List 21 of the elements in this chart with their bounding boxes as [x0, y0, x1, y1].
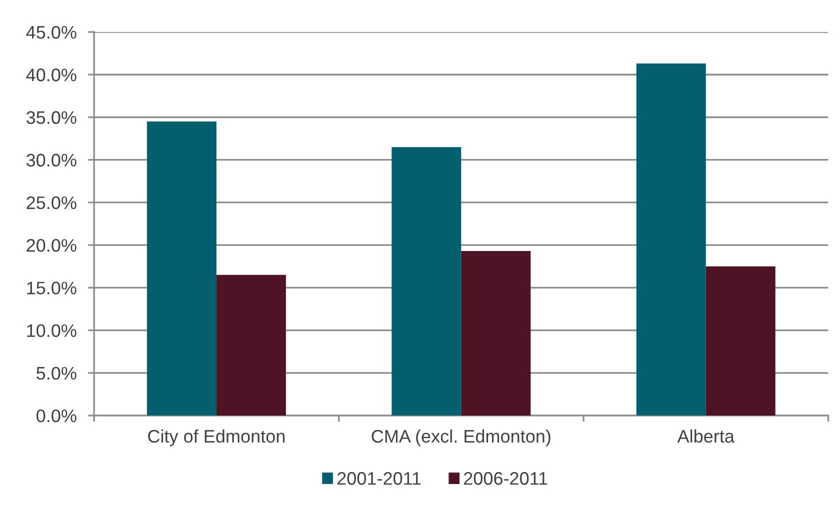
y-tick-label: 0.0%	[36, 409, 76, 422]
bar	[146, 121, 216, 416]
bar	[461, 251, 531, 416]
legend-label: 2001-2011	[337, 472, 421, 485]
y-tick-label: 5.0%	[36, 366, 76, 380]
y-tick-label: 10.0%	[27, 324, 76, 338]
y-tick-label: 40.0%	[26, 68, 76, 82]
bar	[706, 266, 776, 416]
bar	[392, 147, 462, 416]
bar	[636, 64, 706, 416]
bar	[216, 274, 286, 416]
x-tick-label: City of Edmonton	[148, 429, 285, 446]
y-tick-label: 15.0%	[27, 282, 76, 294]
y-tick-label: 30.0%	[26, 154, 76, 167]
y-tick-label: 20.0%	[26, 239, 76, 252]
x-tick-label: Alberta	[677, 429, 734, 443]
x-tick-label: CMA (excl. Edmonton)	[372, 429, 550, 446]
y-tick-label: 25.0%	[26, 196, 76, 210]
y-tick-label: 35.0%	[26, 111, 76, 124]
y-tick-label: 45.0%	[26, 26, 76, 39]
legend-label: 2006-2011	[464, 472, 548, 485]
